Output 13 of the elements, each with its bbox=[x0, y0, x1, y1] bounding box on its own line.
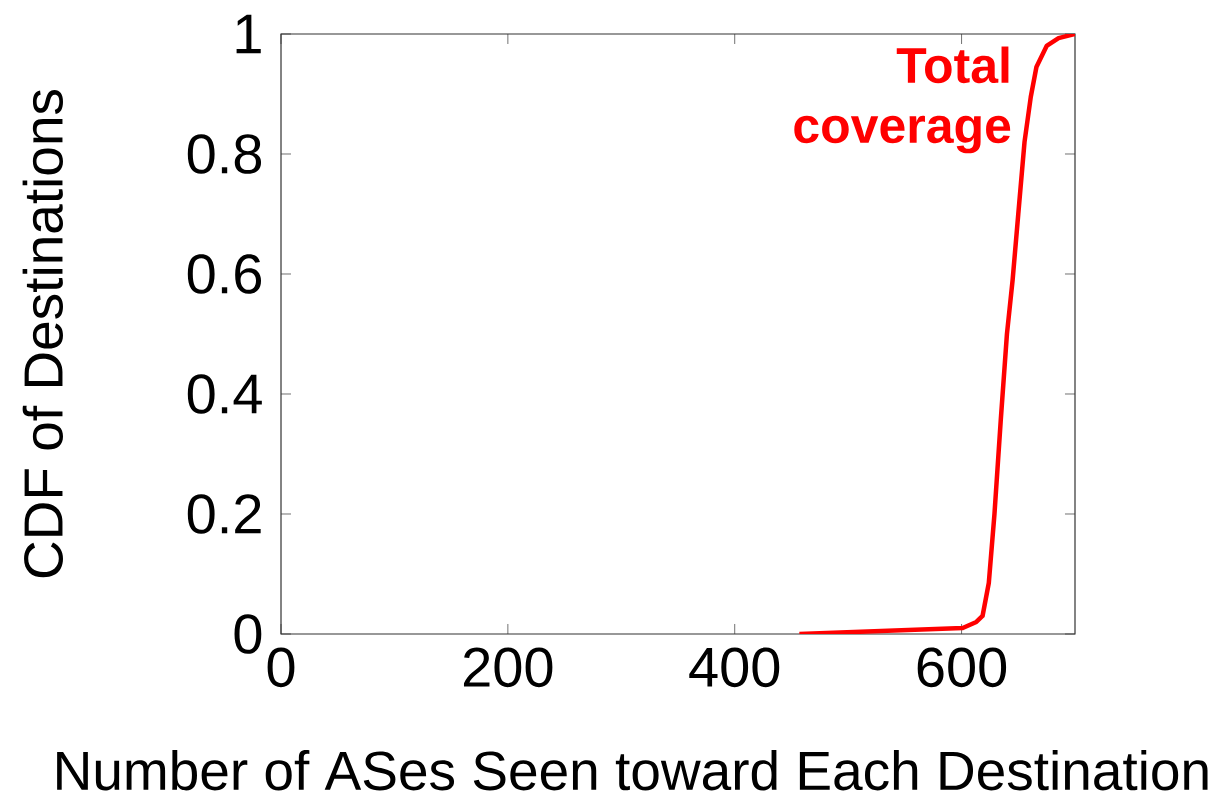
x-axis-title: Number of ASes Seen toward Each Destination bbox=[57, 750, 1208, 791]
x-tick-label: 400 bbox=[689, 647, 780, 688]
y-tick-label: 0.6 bbox=[187, 254, 262, 294]
y-tick-label: 0 bbox=[234, 614, 262, 654]
annotation: Total coverage bbox=[794, 46, 1011, 154]
y-tick-label: 0.8 bbox=[187, 134, 262, 174]
y-tick-label: 1 bbox=[236, 14, 261, 54]
x-tick-label: 600 bbox=[917, 647, 1007, 688]
x-tick-label: 0 bbox=[267, 647, 295, 688]
y-tick-label: 0.4 bbox=[187, 374, 262, 414]
y-axis-title: CDF of Destinations bbox=[22, 90, 63, 578]
x-tick-label: 200 bbox=[463, 647, 553, 688]
y-tick-label: 0.2 bbox=[187, 494, 261, 534]
